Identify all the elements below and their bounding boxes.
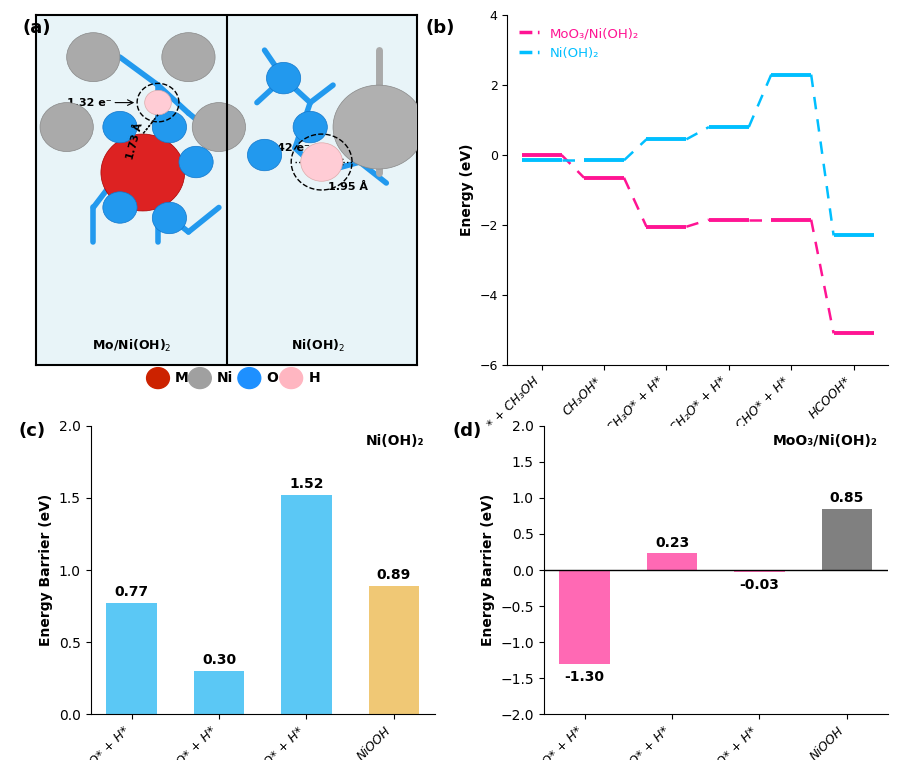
- Bar: [106, 603, 157, 714]
- Text: 0.85: 0.85: [830, 491, 864, 505]
- Text: Ni(OH)₂: Ni(OH)₂: [366, 434, 425, 448]
- Circle shape: [40, 103, 93, 151]
- Ellipse shape: [280, 368, 303, 388]
- Circle shape: [301, 143, 342, 182]
- Text: 1.32 e⁻: 1.32 e⁻: [67, 97, 111, 108]
- Y-axis label: Energy Barrier (eV): Energy Barrier (eV): [39, 494, 53, 646]
- Circle shape: [67, 33, 120, 81]
- Text: Ni: Ni: [217, 371, 233, 385]
- Ellipse shape: [238, 368, 261, 388]
- Bar: [822, 508, 872, 570]
- Text: Ni(OH)$_2$: Ni(OH)$_2$: [291, 338, 345, 354]
- Text: 1.95 Å: 1.95 Å: [328, 182, 368, 192]
- Text: (c): (c): [18, 422, 45, 440]
- Circle shape: [247, 139, 282, 171]
- Text: 0.77: 0.77: [114, 585, 149, 599]
- Text: -1.30: -1.30: [564, 670, 604, 684]
- Circle shape: [192, 103, 246, 151]
- Circle shape: [152, 112, 187, 143]
- Text: (d): (d): [453, 422, 482, 440]
- Circle shape: [294, 112, 327, 143]
- Bar: [559, 570, 610, 664]
- Y-axis label: Energy (eV): Energy (eV): [459, 144, 474, 236]
- Bar: [281, 495, 332, 714]
- Y-axis label: Energy Barrier (eV): Energy Barrier (eV): [481, 494, 495, 646]
- Ellipse shape: [188, 368, 211, 388]
- Text: 0.30: 0.30: [202, 653, 236, 667]
- Circle shape: [101, 134, 185, 211]
- Circle shape: [162, 33, 215, 81]
- Circle shape: [102, 192, 137, 223]
- Circle shape: [145, 90, 171, 115]
- Text: 1.52: 1.52: [289, 477, 323, 491]
- Text: (a): (a): [23, 19, 51, 37]
- Text: Mo/Ni(OH)$_2$: Mo/Ni(OH)$_2$: [92, 338, 171, 354]
- Circle shape: [179, 147, 213, 178]
- Circle shape: [266, 62, 301, 94]
- Text: 0.89: 0.89: [377, 568, 411, 581]
- Bar: [734, 570, 785, 572]
- Text: 0.23: 0.23: [655, 536, 689, 549]
- Legend: MoO₃/Ni(OH)₂, Ni(OH)₂: MoO₃/Ni(OH)₂, Ni(OH)₂: [514, 22, 644, 65]
- Circle shape: [102, 112, 137, 143]
- Text: MoO₃/Ni(OH)₂: MoO₃/Ni(OH)₂: [773, 434, 878, 448]
- Text: (b): (b): [426, 19, 455, 37]
- Text: H: H: [308, 371, 320, 385]
- Bar: [647, 553, 698, 570]
- Text: O: O: [266, 371, 278, 385]
- Text: -0.03: -0.03: [739, 578, 779, 592]
- Bar: [369, 586, 419, 714]
- Text: 1.42 e⁻: 1.42 e⁻: [265, 143, 310, 153]
- Circle shape: [152, 202, 187, 234]
- Circle shape: [333, 85, 424, 169]
- Ellipse shape: [147, 368, 169, 388]
- Text: Mo: Mo: [175, 371, 198, 385]
- Text: 1.73 Å: 1.73 Å: [125, 122, 145, 160]
- Bar: [194, 671, 245, 714]
